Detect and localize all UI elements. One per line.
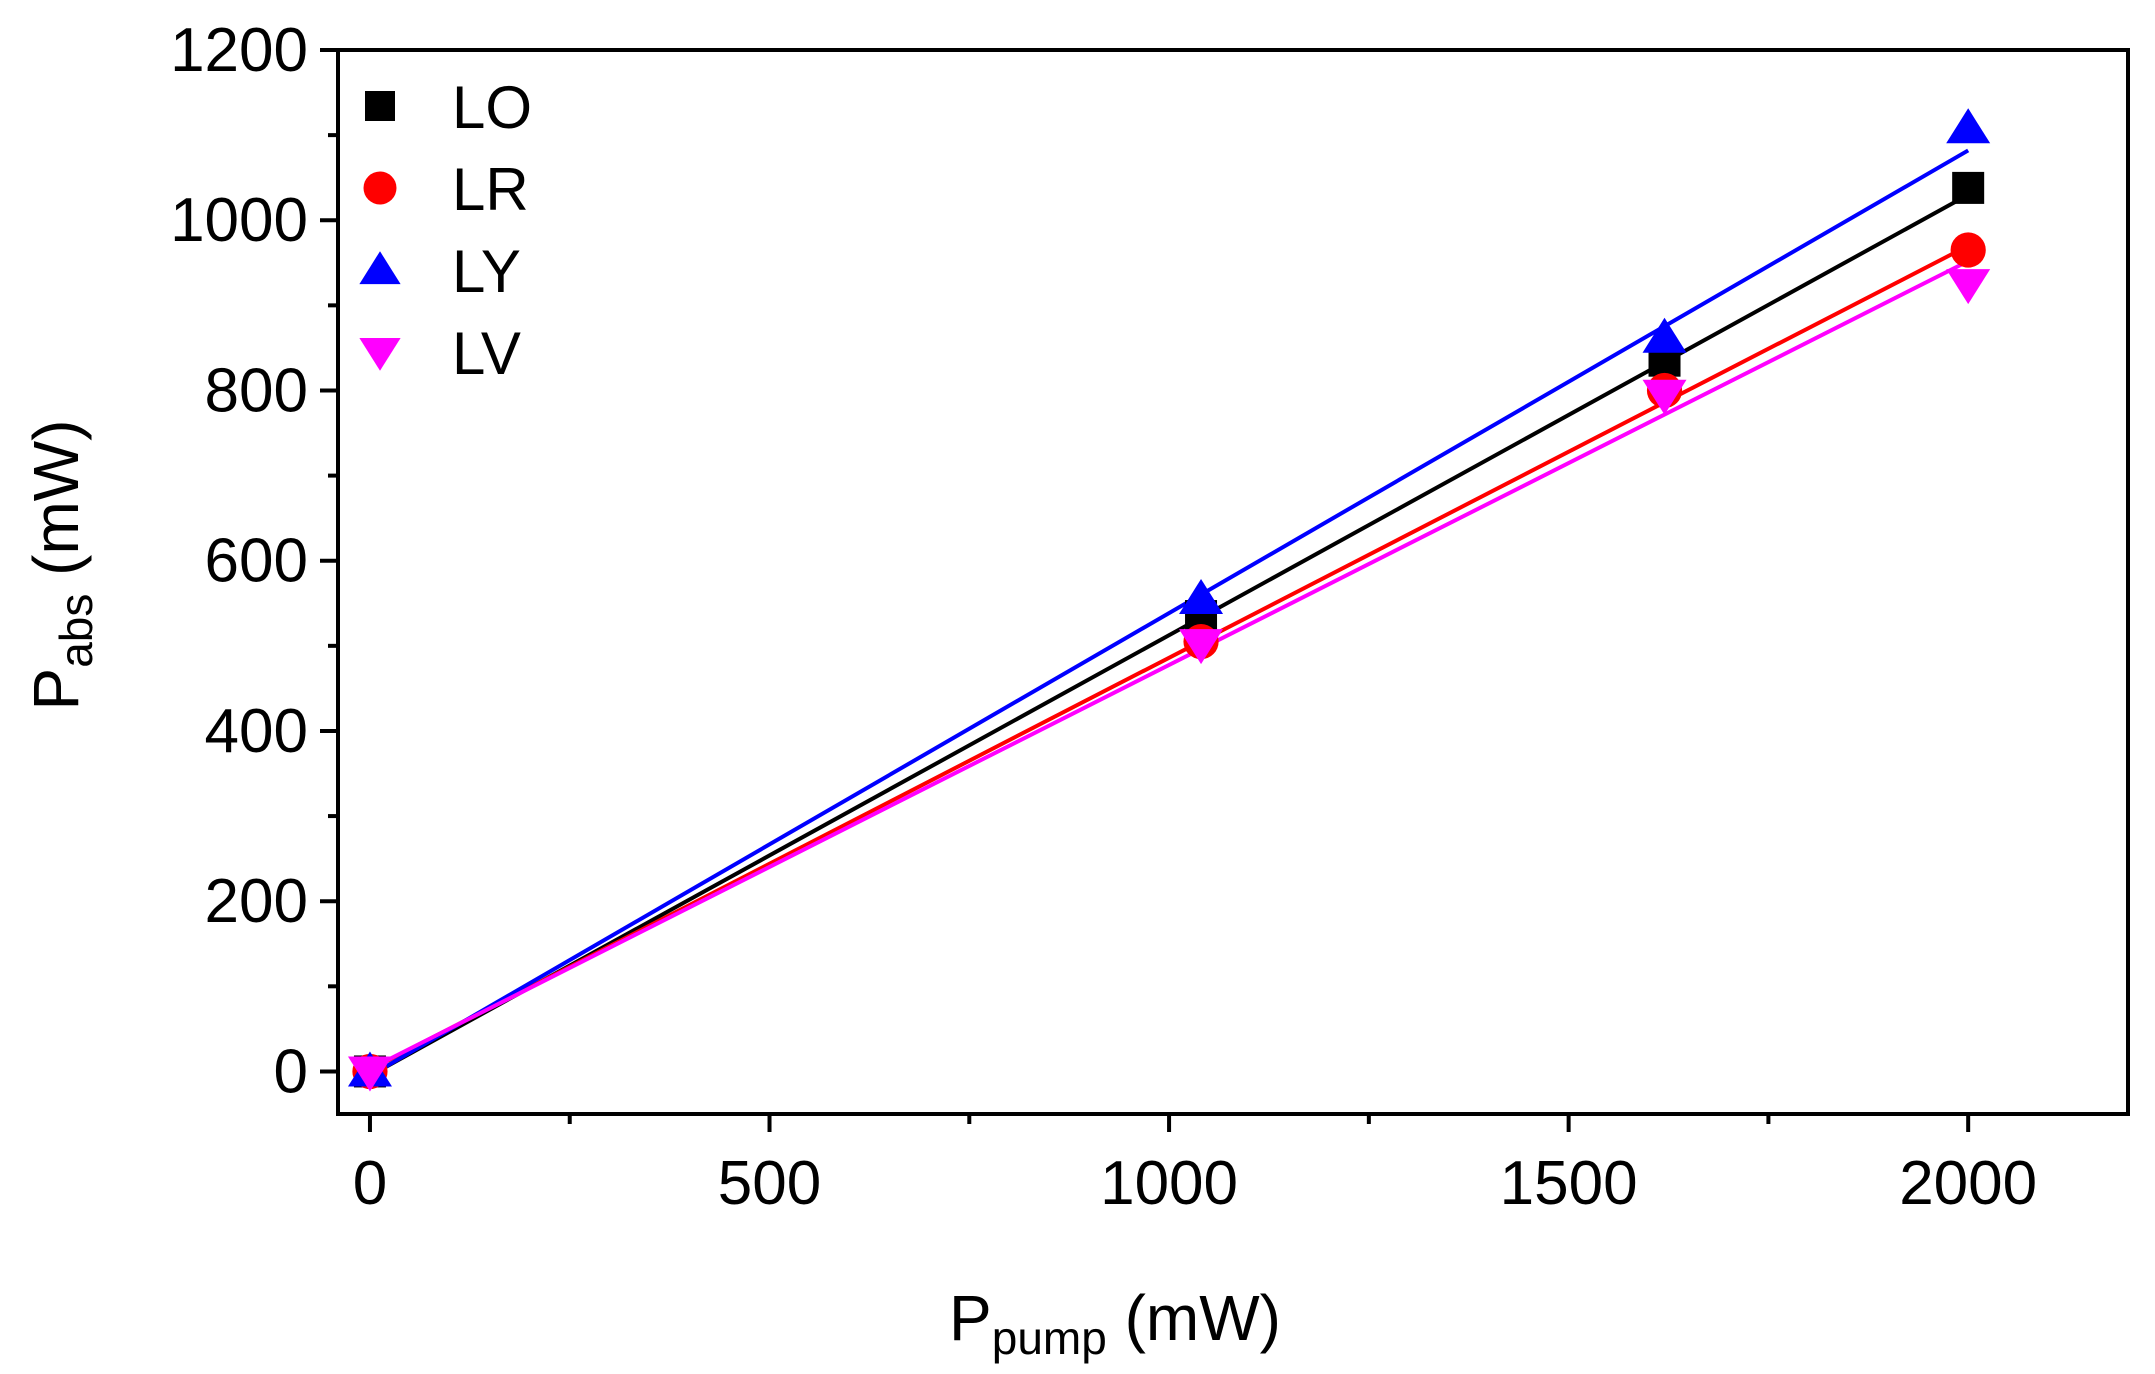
y-tick-label: 1200 — [170, 16, 308, 85]
point-lv — [1642, 379, 1687, 415]
x-tick-label: 500 — [718, 1149, 821, 1218]
point-ly — [1946, 108, 1991, 144]
point-ly — [1642, 317, 1687, 353]
legend-label-lr: LR — [452, 156, 529, 223]
x-axis-label-main: P — [949, 1282, 992, 1354]
data-points — [347, 108, 1991, 1092]
y-axis-label: Pabs (mW) — [20, 420, 102, 711]
point-lv — [347, 1056, 392, 1092]
fit-line-ly — [368, 148, 1970, 1078]
x-axis-label-sub: pump — [992, 1312, 1107, 1364]
legend-marker-lo — [365, 91, 395, 121]
point-lv — [1179, 629, 1224, 665]
fit-line-lv — [369, 259, 1970, 1071]
legend-label-lo: LO — [452, 74, 532, 141]
x-tick-label: 0 — [353, 1149, 387, 1218]
y-axis-label-main: P — [20, 668, 92, 711]
x-axis-label-unit: (mW) — [1107, 1282, 1281, 1354]
y-tick-label: 200 — [205, 867, 308, 936]
x-axis-label: Ppump (mW) — [949, 1282, 1281, 1364]
legend-label-lv: LV — [452, 320, 521, 387]
point-ly — [1179, 579, 1224, 615]
legend-label-ly: LY — [452, 238, 521, 305]
point-lo — [1952, 171, 1985, 204]
x-tick-label: 1000 — [1100, 1149, 1238, 1218]
legend-marker-ly — [359, 251, 401, 285]
axis-ticks: 0 500 1000 1500 2000 0 200 400 600 800 1000 1200 — [170, 16, 2037, 1218]
y-axis-label-sub: abs — [50, 594, 102, 668]
fit-lines — [368, 148, 1970, 1078]
legend: LO LR LY LV — [359, 74, 532, 387]
legend-marker-lv — [359, 337, 401, 371]
point-lv — [1946, 269, 1991, 305]
x-tick-label: 1500 — [1500, 1149, 1638, 1218]
legend-marker-lr — [363, 171, 397, 205]
fit-line-lo — [368, 192, 1970, 1078]
x-tick-label: 2000 — [1899, 1149, 2037, 1218]
point-lr — [1950, 232, 1986, 268]
plot-frame — [336, 48, 2130, 1116]
y-axis-label-unit: (mW) — [20, 420, 92, 594]
y-tick-label: 400 — [205, 697, 308, 766]
y-tick-label: 0 — [274, 1037, 308, 1106]
y-tick-label: 600 — [205, 527, 308, 596]
y-tick-label: 800 — [205, 356, 308, 425]
y-tick-label: 1000 — [170, 186, 308, 255]
